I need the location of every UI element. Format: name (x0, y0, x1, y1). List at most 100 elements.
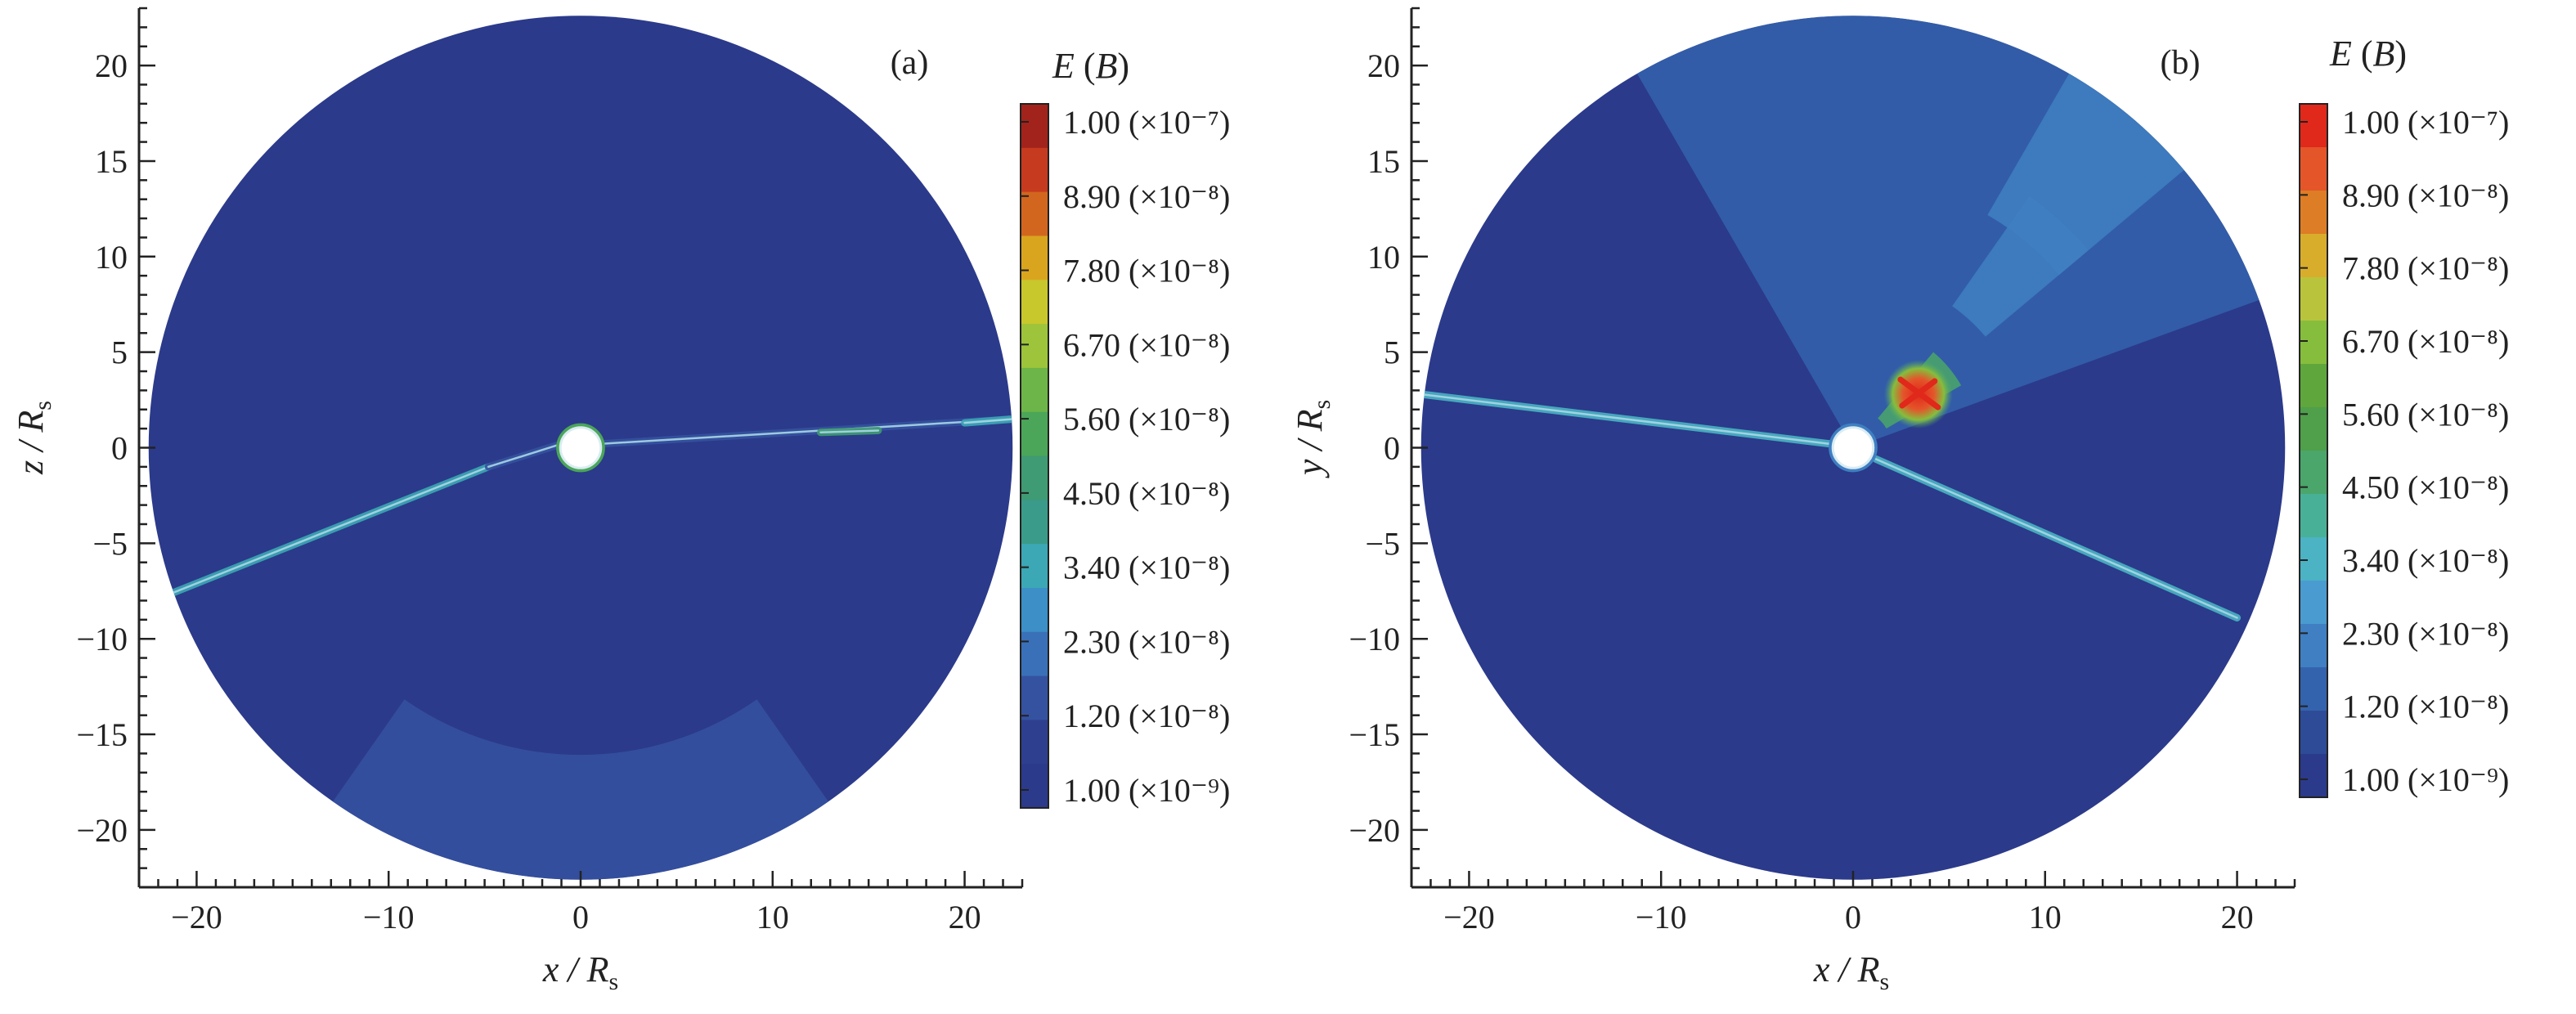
y-tick-label: 10 (95, 239, 128, 276)
colorbar-swatch (1021, 324, 1048, 369)
colorbar-label: 5.60 (×10⁻⁸) (1063, 401, 1230, 437)
colorbar-label: 2.30 (×10⁻⁸) (2342, 615, 2509, 652)
colorbar-swatch (1021, 147, 1048, 193)
field-sector (333, 699, 828, 880)
field-hotspot-core (1897, 376, 1941, 411)
x-tick-label: 20 (949, 899, 981, 935)
field-streak-core (963, 418, 1013, 424)
y-tick-label: 15 (95, 143, 128, 180)
colorbar-swatch (1021, 236, 1048, 280)
colorbar-label: 8.90 (×10⁻⁸) (2342, 177, 2509, 213)
panel-a: −20 −10 0 10 20 20 15 10 5 0 −5 −10 −15 −20 (a) x / R… (11, 7, 1230, 995)
field-streak-core (166, 465, 490, 596)
colorbar-label: 5.60 (×10⁻⁸) (2342, 396, 2509, 433)
field-streak-core (819, 429, 880, 434)
y-tick-label: −20 (1349, 812, 1400, 849)
colorbar-title: E (B) (1052, 46, 1129, 86)
colorbar-swatch (2300, 147, 2327, 191)
y-tick-label: −5 (92, 525, 128, 562)
colorbar-label: 1.20 (×10⁻⁸) (1063, 698, 1230, 734)
colorbar-swatch (1021, 104, 1048, 149)
colorbar-swatch (2300, 494, 2327, 538)
panel-b-label: (b) (2161, 44, 2201, 82)
y-tick-label: −15 (76, 716, 128, 753)
colorbar-title-paren: ( (1075, 46, 1096, 86)
colorbar-label: 6.70 (×10⁻⁸) (1063, 326, 1230, 363)
panel-b: −20 −10 0 10 20 20 15 10 5 0 −5 −10 −15 −20 (b) x / R… (1290, 7, 2509, 995)
panel-b-axes: −20 −10 0 10 20 20 15 10 5 0 −5 −10 −15 −20 (1349, 7, 2296, 935)
panel-a-label: (a) (891, 44, 929, 82)
colorbar-title-paren: ) (2394, 34, 2407, 74)
y-tick-label: −20 (76, 812, 128, 849)
axis-title-text: z / R (11, 411, 51, 475)
colorbar-swatch (2300, 537, 2327, 581)
colorbar-label: 1.00 (×10⁻⁷) (2342, 104, 2509, 141)
axis-title-subscript: s (1879, 968, 1889, 995)
colorbar-label: 2.30 (×10⁻⁸) (1063, 623, 1230, 660)
axis-title-text: x / R (542, 949, 609, 989)
x-tick-label: 0 (572, 899, 589, 935)
colorbar-title: E (B) (2329, 34, 2407, 74)
x-tick-label: 10 (2029, 899, 2062, 935)
x-tick-label: 0 (1845, 899, 1861, 935)
y-tick-label: 5 (1384, 334, 1400, 371)
colorbar-label: 1.00 (×10⁻⁹) (1063, 772, 1230, 809)
x-tick-label: −20 (171, 899, 222, 935)
colorbar-title-symbol: E (2329, 34, 2352, 74)
y-tick-label: 0 (111, 430, 128, 467)
colorbar-swatch (1021, 367, 1048, 413)
colorbar-label: 1.20 (×10⁻⁸) (2342, 689, 2509, 725)
x-tick-label: 20 (2221, 899, 2254, 935)
colorbar-frame (1020, 103, 1049, 809)
colorbar-label: 1.00 (×10⁻⁹) (2342, 761, 2509, 798)
colorbar-swatch (2300, 624, 2327, 668)
colorbar-swatch (2300, 754, 2327, 798)
colorbar-frame (2299, 103, 2328, 798)
axis-title-subscript: s (608, 968, 618, 995)
colorbar-title-var: B (1096, 46, 1118, 86)
x-tick-label: −10 (1636, 899, 1687, 935)
colorbar-title-paren: ( (2352, 34, 2373, 74)
colorbar-label: 3.40 (×10⁻⁸) (2342, 542, 2509, 579)
panel-a-x-axis-title: x / Rs (542, 949, 618, 995)
colorbar-label: 4.50 (×10⁻⁸) (2342, 469, 2509, 506)
y-tick-label: 5 (111, 334, 128, 371)
colorbar-swatch (1021, 500, 1048, 545)
colorbar-swatch (2300, 667, 2327, 711)
axis-title-subscript: s (29, 401, 56, 411)
y-tick-label: −10 (76, 621, 128, 657)
inner-hole (559, 426, 603, 469)
y-tick-label: 20 (1367, 47, 1400, 84)
panel-a-plot-area (148, 16, 1013, 880)
colorbar-swatch (1021, 544, 1048, 589)
field-streak-core (599, 418, 1013, 446)
panel-b-inner-boundary (1831, 426, 1875, 469)
y-tick-label: −15 (1349, 716, 1400, 753)
y-tick-label: 20 (95, 47, 128, 84)
colorbar-swatch (1021, 191, 1048, 236)
inner-hole (1831, 426, 1875, 469)
panel-a-axes: −20 −10 0 10 20 20 15 10 5 0 −5 −10 −15 −20 (76, 7, 1024, 935)
colorbar-label: 7.80 (×10⁻⁸) (2342, 250, 2509, 287)
panel-a-inner-boundary (559, 426, 603, 469)
y-tick-label: 15 (1367, 143, 1400, 180)
colorbar-label: 3.40 (×10⁻⁸) (1063, 550, 1230, 586)
colorbar-swatch (2300, 234, 2327, 278)
colorbar-title-paren: ) (1117, 46, 1129, 86)
colorbar-swatch (1021, 631, 1048, 677)
colorbar-swatch (1021, 280, 1048, 325)
colorbar-label: 1.00 (×10⁻⁷) (1063, 104, 1230, 141)
colorbar-label: 8.90 (×10⁻⁸) (1063, 178, 1230, 215)
field-sector (1952, 195, 2089, 337)
panel-b-field-features (1420, 16, 2260, 621)
axis-title-text: y / R (1290, 409, 1330, 478)
colorbar-swatch (2300, 711, 2327, 755)
field-streak-core (487, 442, 563, 469)
field-streak-core (1874, 458, 2238, 619)
x-tick-label: −10 (363, 899, 415, 935)
colorbar-swatch (2300, 104, 2327, 148)
axis-title-text: x / R (1813, 949, 1880, 989)
colorbar-swatch (1021, 675, 1048, 720)
panel-a-colorbar: 1.00 (×10⁻⁷) 8.90 (×10⁻⁸) 7.80 (×10⁻⁸) 6.70… (1020, 46, 1230, 809)
